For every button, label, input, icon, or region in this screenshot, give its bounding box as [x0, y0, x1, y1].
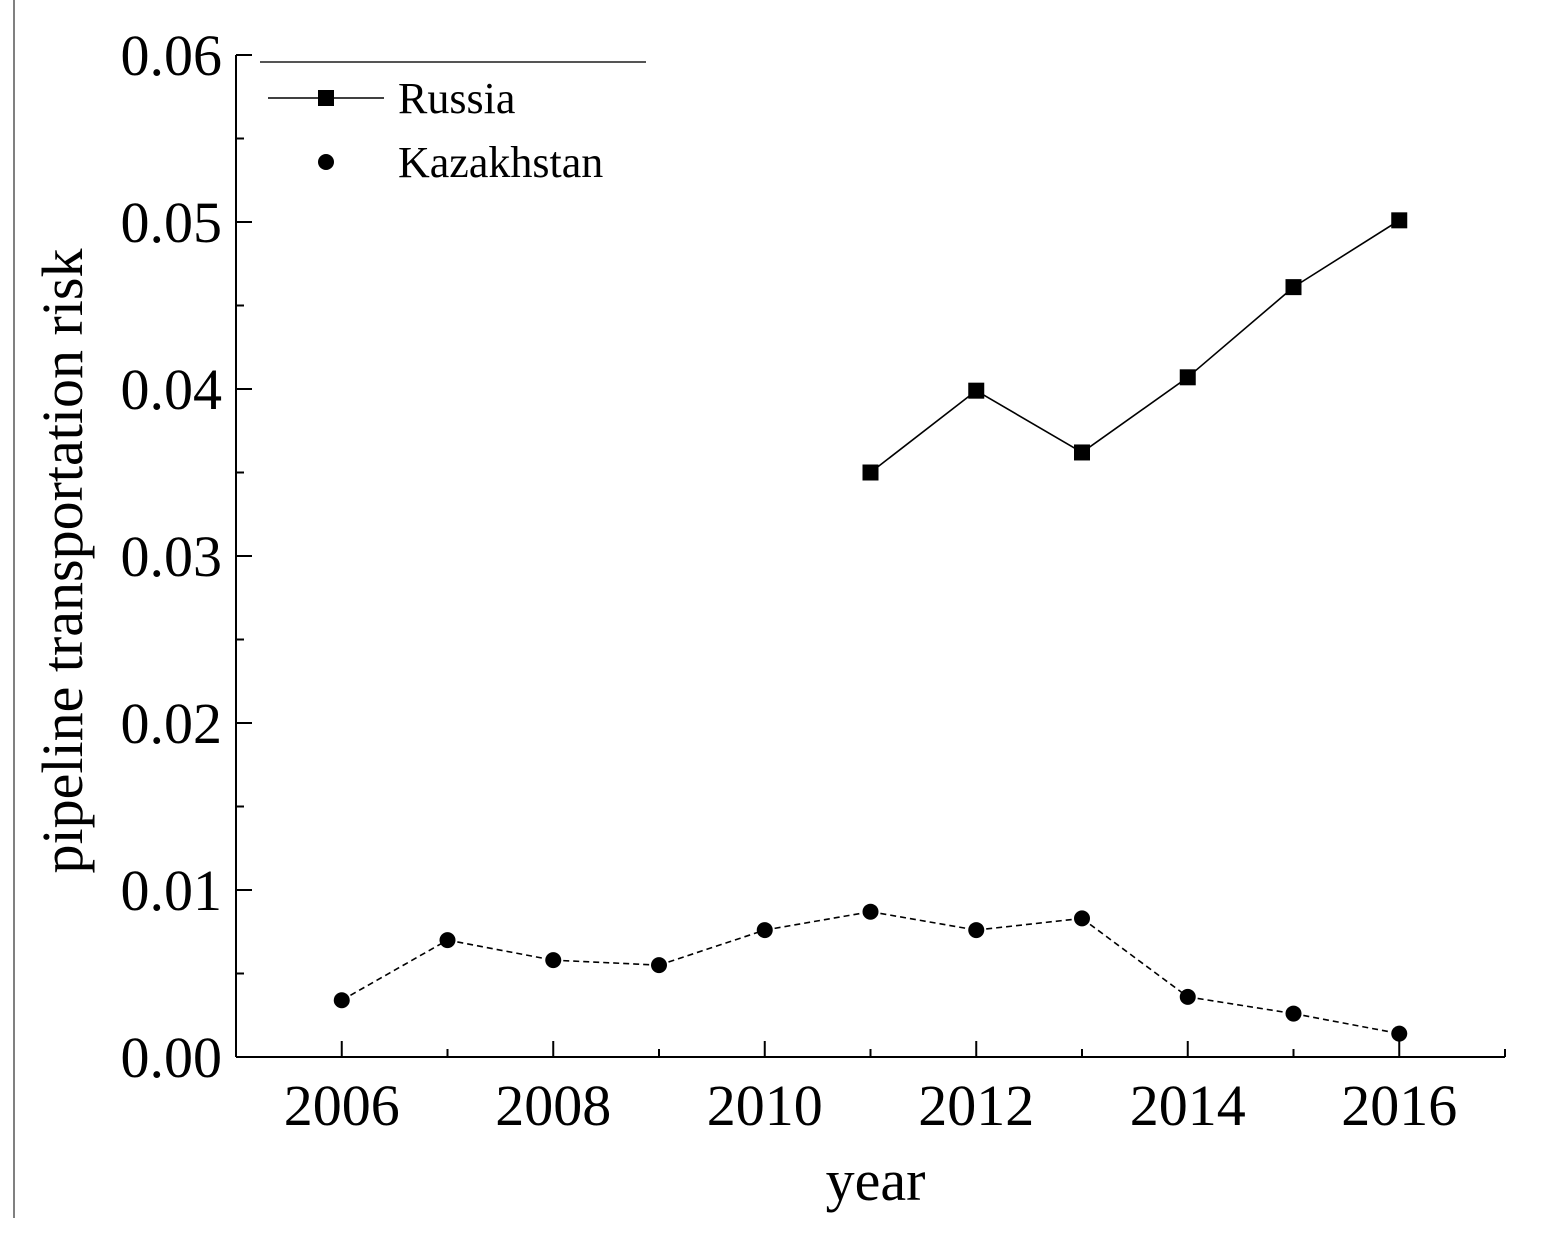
- series-line-segment: [1081, 376, 1189, 454]
- plot-area: [13, 0, 1505, 1218]
- y-tick-label: 0.00: [121, 1025, 223, 1090]
- data-point-square: [1074, 444, 1090, 461]
- series-line-segment: [870, 910, 977, 931]
- data-point-square: [1179, 369, 1196, 386]
- data-point-square: [1285, 279, 1302, 296]
- data-point-circle: [545, 952, 562, 969]
- x-tick-label: 2014: [1130, 1073, 1246, 1138]
- x-axis-title: year: [826, 1148, 926, 1213]
- data-point-circle: [333, 992, 350, 1009]
- legend-label: Russia: [398, 74, 515, 123]
- y-tick-label: 0.04: [121, 357, 223, 422]
- y-tick-label: 0.03: [121, 524, 223, 589]
- y-axis-title: pipeline transportation risk: [30, 249, 95, 874]
- series-russia: [862, 212, 1408, 481]
- legend: Russia Kazakhstan: [260, 61, 646, 187]
- series-kazakhstan: [333, 903, 1408, 1042]
- data-point-square: [1391, 212, 1408, 229]
- x-tick-label: 2008: [495, 1073, 611, 1138]
- data-point-circle: [1391, 1025, 1408, 1042]
- series-line-segment: [870, 390, 977, 474]
- x-tick-label: 2016: [1341, 1073, 1457, 1138]
- data-point-square: [968, 382, 985, 399]
- series-line-segment: [553, 959, 660, 966]
- x-axis: 2006 2008 2010 2012 2014 2016: [235, 1041, 1506, 1138]
- series-line-segment: [1293, 1012, 1400, 1035]
- series-line-segment: [1187, 286, 1295, 378]
- x-tick-label: 2010: [707, 1073, 823, 1138]
- data-point-circle: [968, 922, 985, 939]
- x-tick-label: 2012: [918, 1073, 1034, 1138]
- series-line-segment: [975, 389, 1083, 454]
- legend-marker-circle: [318, 154, 334, 170]
- x-tick-label: 2006: [284, 1073, 400, 1138]
- y-tick-label: 0.06: [121, 23, 223, 88]
- data-point-circle: [756, 922, 773, 939]
- legend-marker-square: [318, 90, 334, 106]
- y-tick-label: 0.01: [121, 858, 223, 923]
- y-tick-label: 0.02: [121, 691, 223, 756]
- series-line-segment: [658, 929, 766, 966]
- series-line-segment: [1081, 917, 1189, 998]
- data-point-square: [862, 464, 879, 481]
- data-point-circle: [651, 957, 667, 974]
- series-line-segment: [1187, 996, 1294, 1015]
- series-line-segment: [764, 910, 871, 931]
- series-line-segment: [976, 917, 1083, 931]
- legend-label: Kazakhstan: [398, 138, 603, 187]
- series-layer: [333, 212, 1408, 1042]
- y-tick-label: 0.05: [121, 190, 223, 255]
- series-line-segment: [1293, 219, 1400, 288]
- data-point-circle: [439, 932, 456, 949]
- series-line-segment: [341, 939, 448, 1001]
- series-line-segment: [447, 939, 554, 961]
- data-point-circle: [862, 903, 879, 920]
- data-point-circle: [1285, 1005, 1302, 1022]
- data-point-circle: [1179, 988, 1196, 1005]
- y-axis: 0.00 0.01 0.02 0.03 0.04 0.05 0.06: [121, 23, 252, 1090]
- data-point-circle: [1074, 910, 1090, 927]
